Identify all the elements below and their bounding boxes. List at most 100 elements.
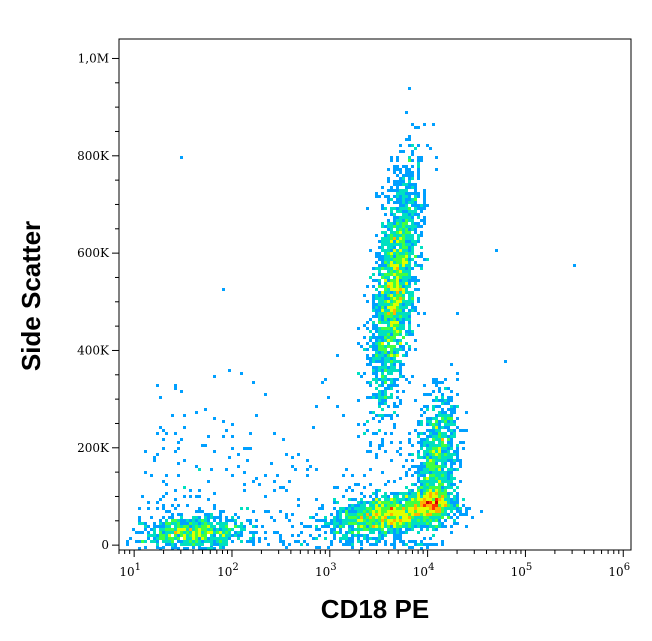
- event-point: [396, 354, 399, 357]
- event-point: [387, 531, 390, 534]
- event-point: [345, 522, 348, 525]
- event-point: [171, 528, 174, 531]
- event-point: [351, 507, 354, 510]
- event-point: [192, 537, 195, 540]
- event-point: [351, 531, 354, 534]
- event-point: [405, 342, 408, 345]
- event-point: [402, 495, 405, 498]
- event-point: [429, 462, 432, 465]
- event-point: [432, 438, 435, 441]
- event-point: [378, 531, 381, 534]
- event-point: [390, 387, 393, 390]
- event-point: [408, 441, 411, 444]
- event-point: [177, 447, 180, 450]
- event-point: [438, 486, 441, 489]
- event-point: [420, 408, 423, 411]
- event-point: [375, 354, 378, 357]
- event-point: [372, 519, 375, 522]
- event-point: [405, 498, 408, 501]
- event-point: [456, 486, 459, 489]
- event-point: [402, 195, 405, 198]
- event-point: [384, 369, 387, 372]
- event-point: [363, 507, 366, 510]
- event-point: [381, 507, 384, 510]
- event-point: [282, 438, 285, 441]
- event-point: [201, 547, 204, 550]
- event-point: [447, 438, 450, 441]
- event-point: [369, 537, 372, 540]
- event-point: [372, 321, 375, 324]
- event-point: [405, 204, 408, 207]
- event-point: [381, 393, 384, 396]
- event-point: [192, 543, 195, 546]
- event-point: [225, 537, 228, 540]
- event-point: [429, 456, 432, 459]
- event-point: [399, 339, 402, 342]
- event-point: [432, 468, 435, 471]
- event-point: [444, 507, 447, 510]
- event-point: [405, 261, 408, 264]
- event-point: [447, 480, 450, 483]
- event-point: [138, 547, 141, 550]
- event-point: [318, 519, 321, 522]
- event-point: [345, 510, 348, 513]
- event-point: [159, 426, 162, 429]
- event-point: [378, 345, 381, 348]
- event-point: [375, 510, 378, 513]
- event-point: [408, 180, 411, 183]
- event-point: [378, 429, 381, 432]
- event-point: [405, 504, 408, 507]
- event-point: [504, 360, 507, 363]
- event-point: [447, 420, 450, 423]
- event-point: [447, 477, 450, 480]
- event-point: [174, 450, 177, 453]
- event-point: [405, 279, 408, 282]
- event-point: [378, 279, 381, 282]
- event-point: [405, 276, 408, 279]
- event-point: [324, 531, 327, 534]
- event-point: [447, 468, 450, 471]
- event-point: [396, 198, 399, 201]
- event-point: [399, 303, 402, 306]
- event-point: [447, 441, 450, 444]
- event-point: [219, 528, 222, 531]
- event-point: [384, 498, 387, 501]
- event-point: [387, 291, 390, 294]
- event-point: [138, 516, 141, 519]
- event-point: [435, 444, 438, 447]
- event-point: [441, 435, 444, 438]
- event-point: [384, 264, 387, 267]
- event-point: [399, 447, 402, 450]
- event-point: [435, 384, 438, 387]
- event-point: [249, 447, 252, 450]
- event-point: [408, 438, 411, 441]
- event-point: [399, 255, 402, 258]
- event-point: [162, 537, 165, 540]
- event-point: [444, 414, 447, 417]
- event-point: [441, 450, 444, 453]
- event-point: [144, 525, 147, 528]
- event-point: [318, 546, 321, 549]
- event-point: [399, 528, 402, 531]
- event-point: [399, 219, 402, 222]
- event-point: [456, 510, 459, 513]
- event-point: [354, 513, 357, 516]
- event-point: [396, 159, 399, 162]
- event-point: [147, 531, 150, 534]
- event-point: [378, 510, 381, 513]
- event-point: [369, 360, 372, 363]
- event-point: [183, 519, 186, 522]
- event-point: [438, 399, 441, 402]
- event-point: [396, 174, 399, 177]
- event-point: [351, 519, 354, 522]
- event-point: [408, 168, 411, 171]
- event-point: [363, 513, 366, 516]
- event-point: [465, 429, 468, 432]
- event-point: [198, 531, 201, 534]
- event-point: [180, 531, 183, 534]
- event-point: [417, 525, 420, 528]
- event-point: [402, 177, 405, 180]
- event-point: [435, 423, 438, 426]
- event-point: [399, 369, 402, 372]
- event-point: [420, 504, 423, 507]
